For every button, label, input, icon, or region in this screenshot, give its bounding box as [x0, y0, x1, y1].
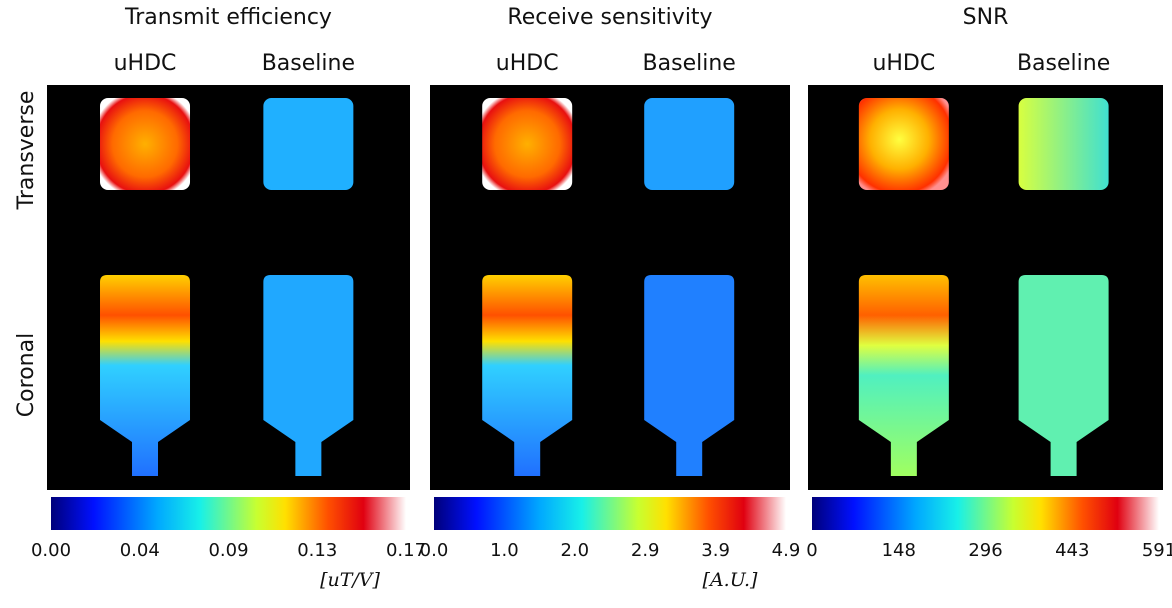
panel-title: SNR: [963, 5, 1009, 30]
transverse-phantom: [644, 98, 734, 190]
column-label: uHDC: [114, 51, 177, 76]
colorbar-tick-label: 296: [968, 540, 1002, 561]
transverse-phantom: [482, 98, 572, 190]
panel-title: Receive sensitivity: [507, 5, 712, 30]
colorbar: [434, 497, 786, 530]
colorbar-tick-label: 0.09: [208, 540, 248, 561]
transverse-phantom: [1019, 98, 1109, 190]
colorbar-tick-label: 591: [1142, 540, 1172, 561]
colorbar-tick-label: 3.9: [701, 540, 730, 561]
transverse-phantom: [100, 98, 190, 190]
row-label: Transverse: [14, 91, 39, 211]
colorbar: [812, 497, 1159, 530]
colorbar: [51, 497, 406, 530]
colorbar-tick-label: 0.04: [120, 540, 160, 561]
transverse-phantom: [859, 98, 949, 190]
colorbar-tick-label: 1.0: [490, 540, 519, 561]
column-label: uHDC: [496, 51, 559, 76]
colorbar-tick-label: 2.9: [631, 540, 660, 561]
column-label: Baseline: [643, 51, 736, 76]
colorbar-tick-label: 148: [882, 540, 916, 561]
column-label: Baseline: [262, 51, 355, 76]
colorbar-tick-label: 0: [806, 540, 817, 561]
colorbar-unit: [A.U.]: [703, 569, 758, 591]
panel-title: Transmit efficiency: [124, 5, 332, 30]
row-label: Coronal: [14, 333, 39, 417]
colorbar-tick-label: 4.9: [772, 540, 801, 561]
colorbar-tick-label: 0.0: [420, 540, 449, 561]
colorbar-tick-label: 2.0: [560, 540, 589, 561]
colorbar-unit: [uT/V]: [320, 569, 380, 591]
figure: Transverse Coronal Transmit efficiency uHDC…: [0, 0, 1172, 604]
column-label: Baseline: [1017, 51, 1110, 76]
colorbar-tick-label: 443: [1055, 540, 1089, 561]
transverse-phantom: [263, 98, 353, 190]
colorbar-tick-label: 0.00: [31, 540, 71, 561]
column-label: uHDC: [872, 51, 935, 76]
colorbar-tick-label: 0.13: [297, 540, 337, 561]
